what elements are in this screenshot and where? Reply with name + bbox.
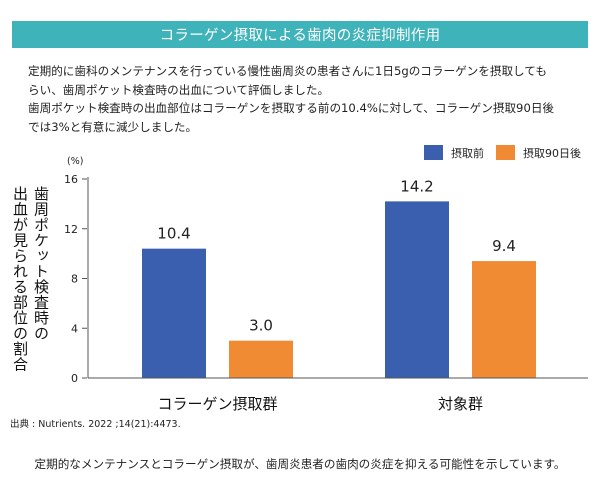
- intro-line-3: 歯周ポケット検査時の出血部位はコラーゲンを摂取する前の10.4%に対して、コラー…: [28, 101, 555, 116]
- header-title: コラーゲン摂取による歯肉の炎症抑制作用: [159, 28, 441, 44]
- x-category-label: 対象群: [438, 395, 483, 413]
- bar-chart: (%) 0 4 8 12 16 10.4 3.0 コラーゲン摂取群 14.2 9.4 対象群 摂取前 摂取…: [64, 145, 588, 413]
- y-axis-label-line-1: 歯周ポケット検査時の: [32, 186, 50, 341]
- legend-label: 摂取前: [451, 146, 484, 160]
- data-label: 10.4: [157, 225, 190, 243]
- intro-line-4: では3%と有意に減少しました。: [28, 119, 198, 134]
- y-unit-label: (%): [67, 156, 83, 167]
- intro-line-1: 定期的に歯科のメンテナンスを行っている慢性歯周炎の患者さんに1日5gのコラーゲン…: [28, 64, 547, 78]
- intro-line-2: らい、歯周ポケット検査時の出血について評価しました。: [28, 82, 330, 97]
- footer-note: 定期的なメンテナンスとコラーゲン摂取が、歯周炎患者の歯肉の炎症を抑える可能性を示…: [34, 457, 566, 471]
- bar-after: [472, 261, 536, 378]
- intro-text: 定期的に歯科のメンテナンスを行っている慢性歯周炎の患者さんに1日5gのコラーゲン…: [28, 62, 590, 136]
- bar-before: [142, 248, 206, 378]
- y-tick-label: 12: [64, 223, 78, 236]
- header-banner: コラーゲン摂取による歯肉の炎症抑制作用: [12, 21, 588, 48]
- y-tick-label: 16: [64, 173, 78, 186]
- data-label: 14.2: [400, 177, 433, 195]
- legend-label: 摂取90日後: [523, 146, 581, 160]
- y-axis-label-line-2: 出血が見られる部位の割合: [11, 186, 29, 372]
- bar-after: [229, 340, 293, 378]
- y-tick-label: 0: [71, 372, 78, 385]
- y-tick-label: 8: [71, 273, 78, 286]
- x-category-label: コラーゲン摂取群: [157, 395, 277, 413]
- data-label: 3.0: [249, 317, 273, 335]
- source-citation: 出典 : Nutrients. 2022 ;14(21):4473.: [10, 419, 181, 430]
- y-tick-label: 4: [71, 322, 78, 335]
- data-label: 9.4: [492, 237, 516, 255]
- bar-before: [385, 201, 449, 378]
- legend-swatch-after: [496, 145, 515, 160]
- legend-swatch-before: [424, 145, 443, 160]
- y-axis-label: 歯周ポケット検査時の 出血が見られる部位の割合: [7, 186, 51, 372]
